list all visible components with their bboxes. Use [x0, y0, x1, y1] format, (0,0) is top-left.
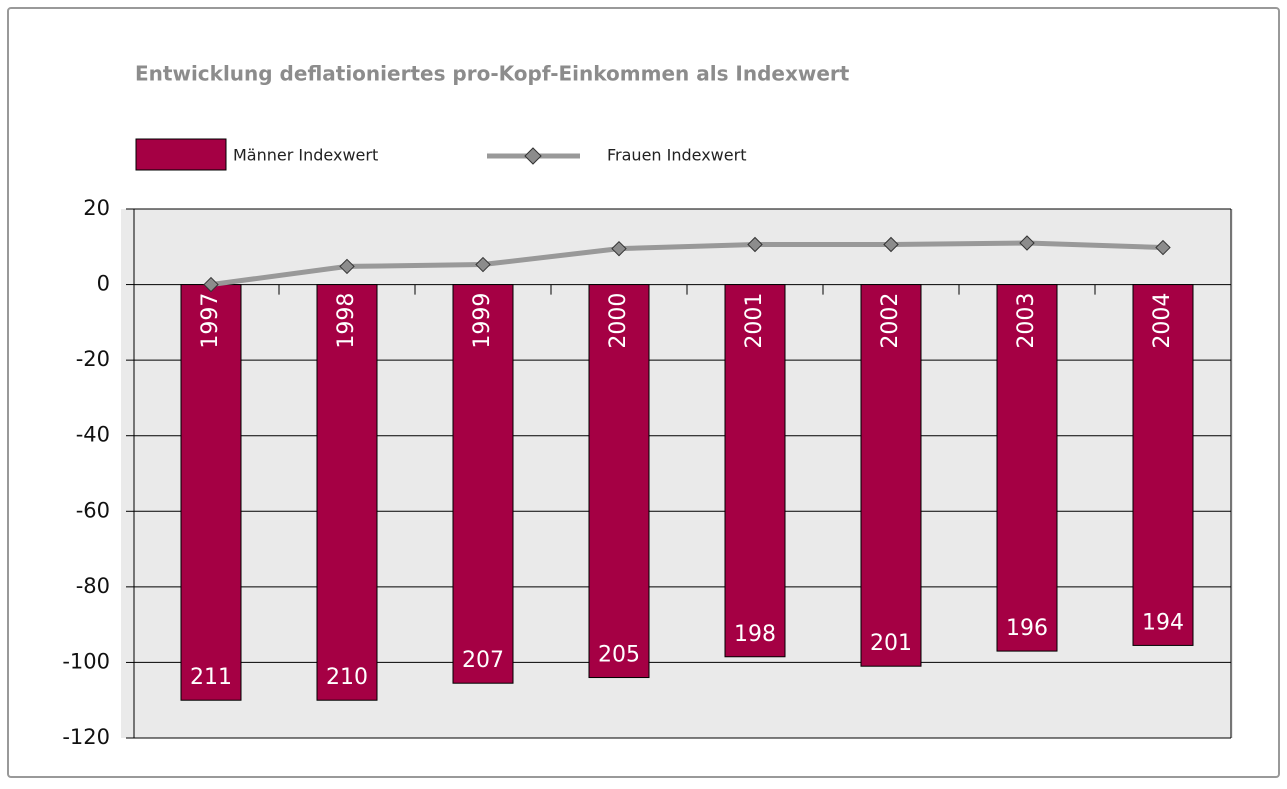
line-marker — [1019, 235, 1035, 251]
chart-title: Entwicklung deflationiertes pro-Kopf-Ein… — [135, 62, 850, 86]
x-tick-label: 2000 — [606, 293, 631, 349]
bar — [180, 284, 242, 701]
bar-annotation: 207 — [462, 648, 504, 673]
x-tick-label: 2004 — [1150, 293, 1175, 349]
x-tick-label: 2002 — [878, 293, 903, 349]
y-tick-label: 0 — [97, 272, 110, 296]
line-marker — [747, 236, 763, 253]
bar-annotation: 210 — [326, 665, 368, 690]
bar — [1132, 284, 1194, 646]
bar-annotation: 194 — [1142, 610, 1184, 635]
x-tick-label: 1999 — [470, 293, 495, 349]
x-tick-label: 1997 — [198, 293, 223, 349]
bar-annotation: 211 — [190, 665, 232, 690]
y-tick-label: -40 — [76, 423, 110, 447]
legend-marker — [524, 147, 542, 165]
bar — [316, 284, 378, 701]
line-marker — [1155, 239, 1171, 256]
y-tick-label: 20 — [83, 196, 110, 220]
line — [210, 240, 1164, 288]
y-tick-label: -120 — [62, 725, 110, 749]
y-tick-label: -100 — [62, 649, 110, 673]
line-marker — [203, 276, 219, 293]
line-marker — [475, 256, 491, 273]
line-marker — [883, 236, 899, 253]
line-marker — [339, 258, 355, 275]
x-tick-label: 2001 — [742, 293, 767, 349]
legend-swatch — [135, 138, 227, 171]
bar-annotation: 198 — [734, 622, 776, 647]
x-tick-label: 2003 — [1014, 293, 1039, 349]
bar — [452, 284, 514, 684]
bar-annotation: 196 — [1006, 616, 1048, 641]
bar — [860, 284, 922, 667]
plot-area — [121, 209, 1233, 738]
bar-annotation: 205 — [598, 643, 640, 668]
bar-annotation: 201 — [870, 631, 912, 656]
bar — [588, 284, 650, 679]
bar — [724, 284, 786, 658]
y-tick-label: -20 — [76, 347, 110, 371]
bar — [996, 284, 1058, 652]
legend-label: Männer Indexwert — [233, 146, 378, 165]
y-tick-label: -80 — [76, 574, 110, 598]
x-tick-label: 1998 — [334, 293, 359, 349]
legend-label: Frauen Indexwert — [607, 146, 746, 165]
line-marker — [611, 240, 627, 257]
y-tick-label: -60 — [76, 498, 110, 522]
